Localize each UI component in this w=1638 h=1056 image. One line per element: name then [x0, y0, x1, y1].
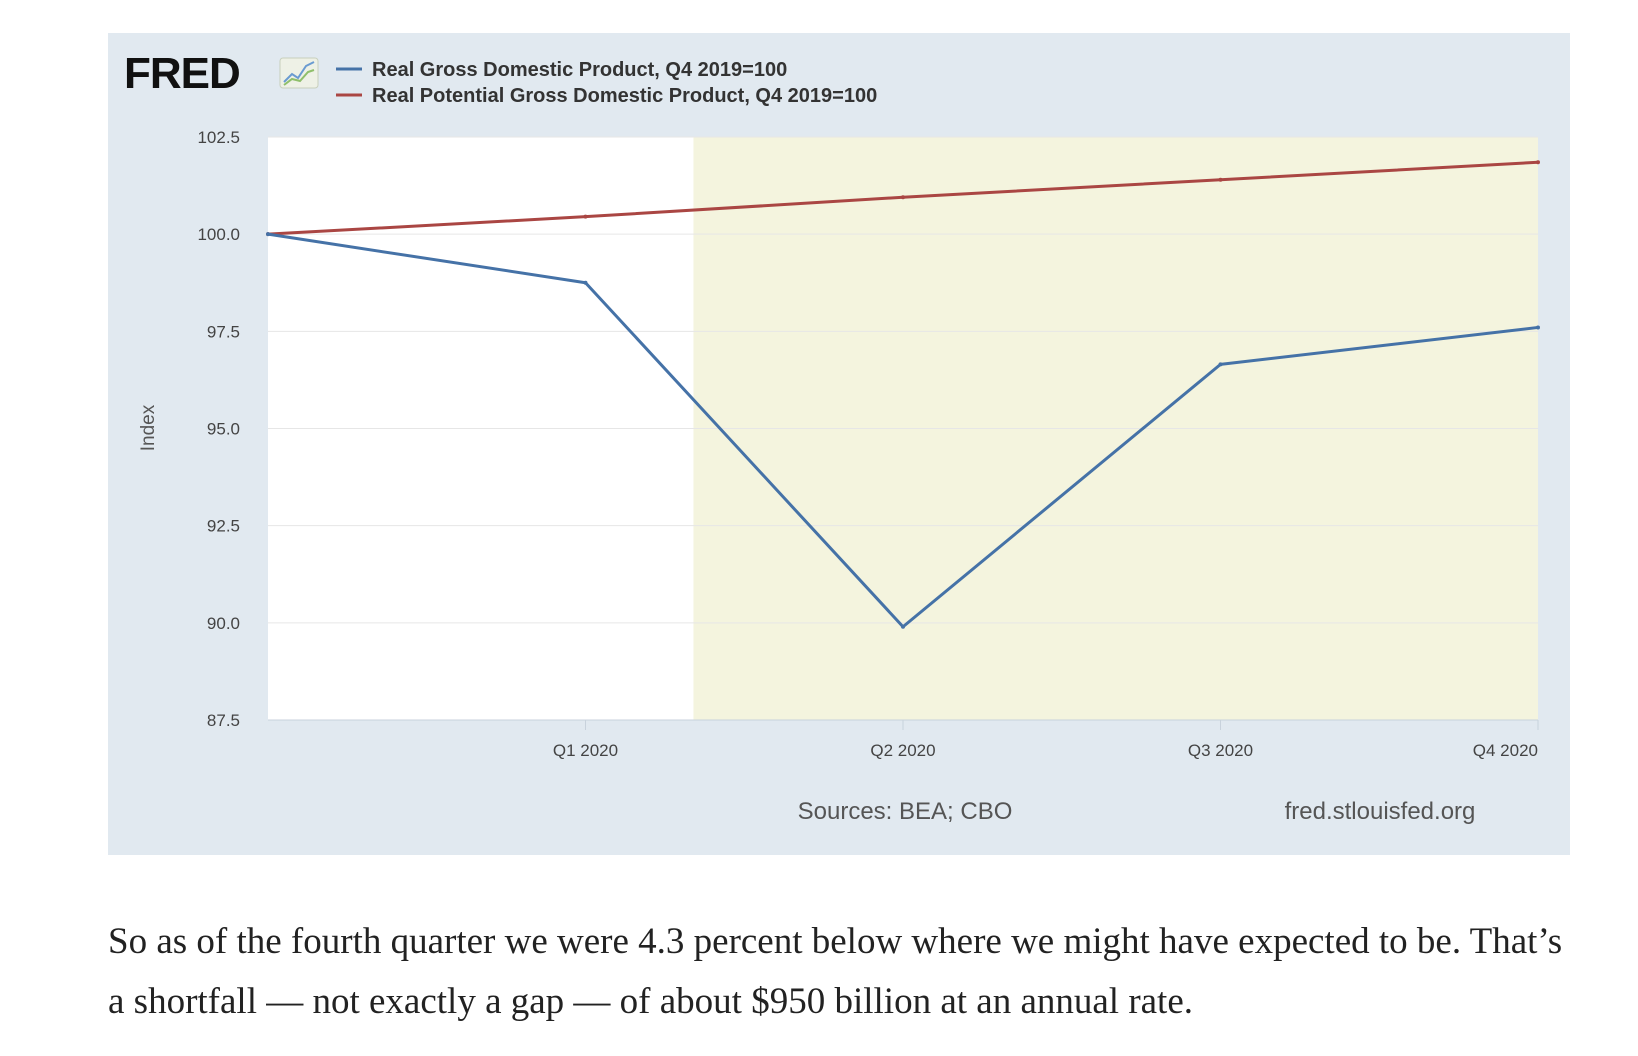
data-point-potential-gdp[interactable]	[1536, 160, 1540, 165]
data-point-gdp[interactable]	[1536, 325, 1540, 330]
fred-chart-icon	[279, 57, 319, 89]
y-tick-label: 102.5	[197, 128, 240, 147]
y-axis-ticks: 87.5 90.0 92.5 95.0 97.5 100.0 102.5	[197, 128, 240, 730]
x-axis-ticks: Q1 2020 Q2 2020 Q3 2020 Q4 2020	[553, 720, 1539, 760]
y-tick-label: 92.5	[207, 517, 240, 536]
legend: Real Gross Domestic Product, Q4 2019=100…	[336, 59, 877, 107]
series-layer	[266, 160, 1540, 629]
legend-label-potential-gdp[interactable]: Real Potential Gross Domestic Product, Q…	[372, 85, 877, 107]
legend-label-gdp[interactable]: Real Gross Domestic Product, Q4 2019=100	[372, 59, 787, 81]
caption-paragraph: So as of the fourth quarter we were 4.3 …	[108, 921, 1563, 1022]
y-tick-label: 100.0	[197, 225, 240, 244]
data-point-potential-gdp[interactable]	[583, 214, 588, 219]
data-point-gdp[interactable]	[1218, 362, 1223, 367]
sources-label: Sources: BEA; CBO	[798, 798, 1013, 825]
x-tick-label: Q1 2020	[553, 741, 618, 760]
fred-site-link[interactable]: fred.stlouisfed.org	[1285, 798, 1476, 825]
data-point-potential-gdp[interactable]	[1218, 177, 1223, 182]
gridlines	[268, 136, 1538, 721]
y-tick-label: 90.0	[207, 614, 240, 633]
x-tick-label: Q4 2020	[1473, 741, 1538, 760]
data-point-gdp[interactable]	[266, 232, 270, 237]
data-point-gdp[interactable]	[583, 280, 588, 285]
x-tick-label: Q3 2020	[1188, 741, 1253, 760]
x-tick-label: Q2 2020	[870, 741, 935, 760]
y-tick-label: 95.0	[207, 420, 240, 439]
y-tick-label: 87.5	[207, 711, 240, 730]
fred-chart: FRED Real Gross Domestic Product, Q4 201…	[124, 49, 1540, 825]
fred-logo[interactable]: FRED	[124, 49, 241, 98]
data-point-gdp[interactable]	[901, 624, 905, 629]
y-axis-title: Index	[138, 404, 159, 451]
data-point-potential-gdp[interactable]	[901, 195, 905, 200]
y-tick-label: 97.5	[207, 322, 240, 341]
